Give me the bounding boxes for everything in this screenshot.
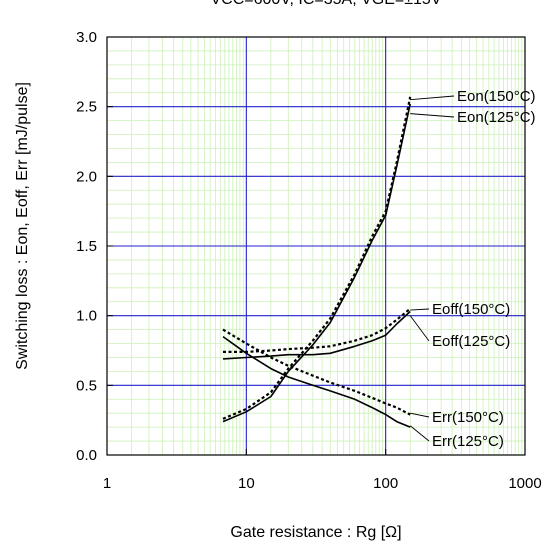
y-tick-label: 1.0 bbox=[76, 308, 97, 325]
series-line-1 bbox=[222, 103, 411, 423]
series-leader-3 bbox=[409, 315, 430, 342]
series-label-3: Eoff(125°C) bbox=[432, 333, 510, 350]
y-tick-label: 0.0 bbox=[76, 447, 97, 464]
series-line-0 bbox=[222, 96, 412, 420]
series-label-1: Eon(125°C) bbox=[457, 109, 536, 126]
x-tick-label: 10 bbox=[238, 475, 255, 492]
series-label-5: Err(125°C) bbox=[432, 433, 504, 450]
x-tick-label: 1000 bbox=[508, 475, 541, 492]
series-line-5 bbox=[222, 335, 411, 428]
series-leader-1 bbox=[410, 113, 455, 118]
chart-title: VCC=600V, IC=35A, VGE=±15V bbox=[211, 0, 442, 8]
series-leader-0 bbox=[410, 95, 455, 101]
y-axis-label: Switching loss : Eon, Eoff, Err [mJ/puls… bbox=[14, 82, 31, 370]
series-line-2 bbox=[223, 307, 411, 353]
series-leader-4 bbox=[410, 412, 430, 418]
series-label-4: Err(150°C) bbox=[432, 409, 504, 426]
major-grid bbox=[107, 37, 525, 455]
y-tick-label: 0.5 bbox=[76, 377, 97, 394]
y-tick-label: 2.0 bbox=[76, 168, 97, 185]
x-tick-label: 1 bbox=[103, 475, 111, 492]
series-label-2: Eoff(150°C) bbox=[432, 301, 510, 318]
series-line-4 bbox=[222, 328, 411, 416]
y-tick-label: 1.5 bbox=[76, 238, 97, 255]
x-axis-label: Gate resistance : Rg [Ω] bbox=[230, 524, 401, 541]
series-leader-2 bbox=[410, 308, 430, 311]
x-tick-label: 100 bbox=[373, 475, 398, 492]
series-leader-5 bbox=[409, 425, 430, 442]
y-tick-label: 3.0 bbox=[76, 29, 97, 46]
series-label-0: Eon(150°C) bbox=[457, 88, 536, 105]
y-tick-label: 2.5 bbox=[76, 99, 97, 116]
series-line-3 bbox=[222, 310, 411, 360]
